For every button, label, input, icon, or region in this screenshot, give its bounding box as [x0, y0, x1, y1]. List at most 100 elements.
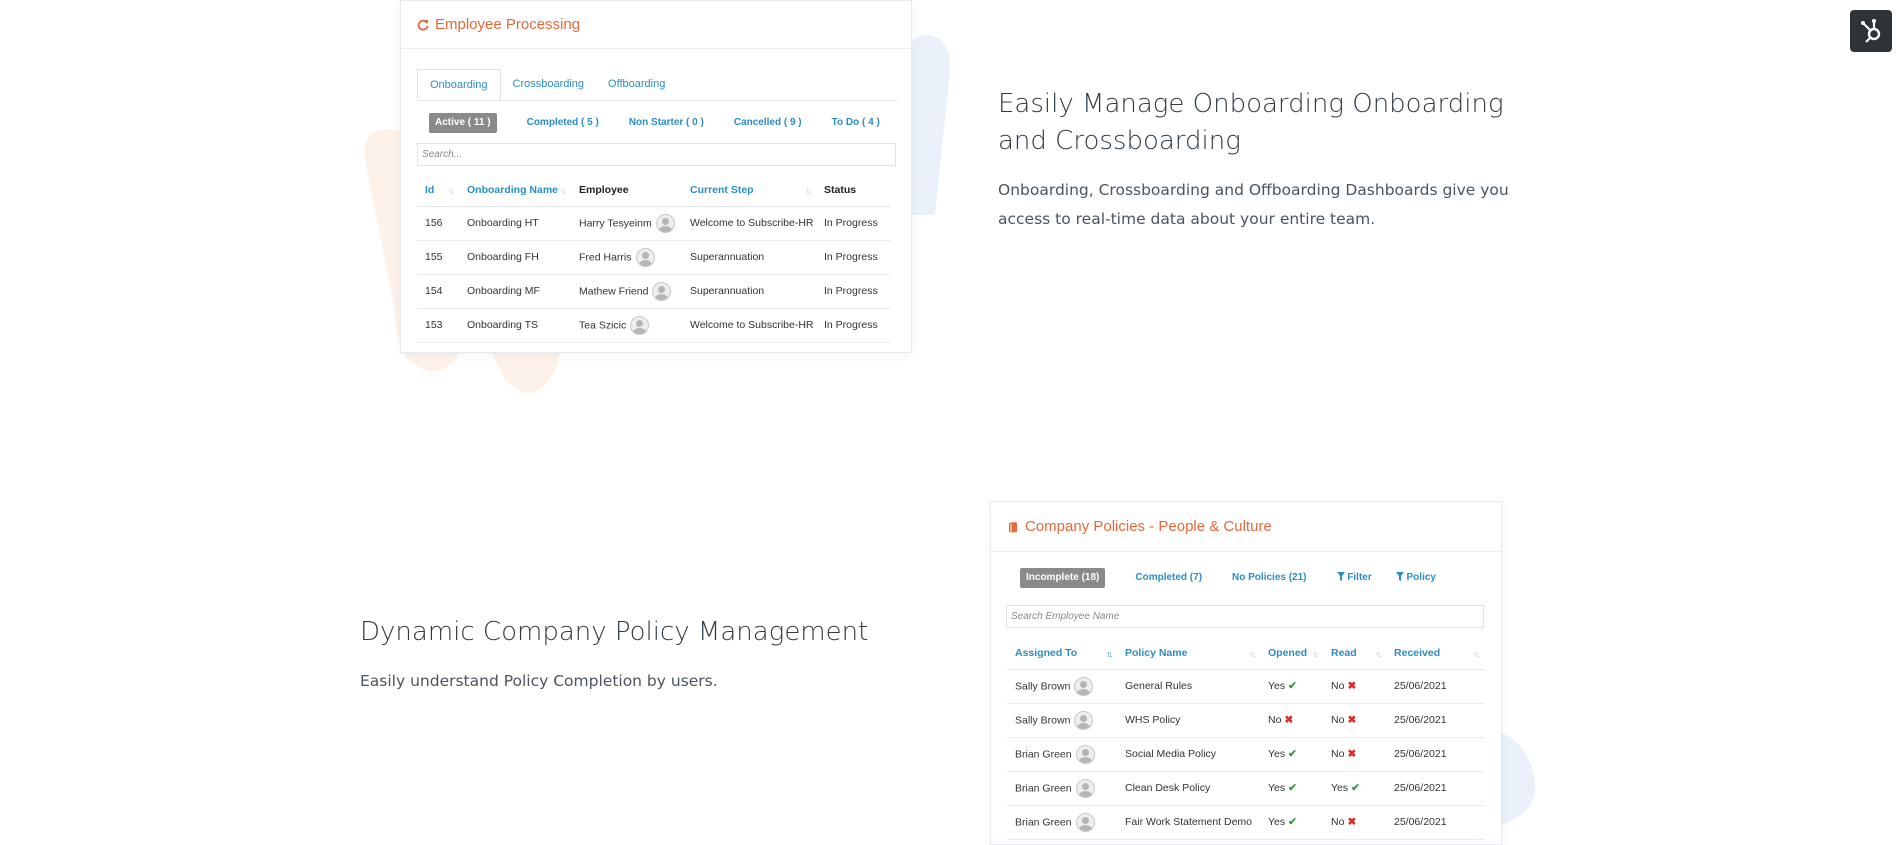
- filter-completed[interactable]: Completed (7): [1135, 572, 1203, 583]
- tab-offboarding[interactable]: Offboarding: [608, 78, 666, 90]
- column-id[interactable]: Id ↑↓: [417, 175, 459, 207]
- book-icon: [1009, 521, 1017, 532]
- avatar: [1075, 744, 1095, 764]
- cross-icon: ✖: [1347, 714, 1357, 726]
- section-text-policy: Easily understand Policy Completion by u…: [360, 672, 718, 690]
- filter-active[interactable]: Active ( 11 ): [429, 113, 497, 133]
- cell-read: No ✖: [1323, 737, 1386, 772]
- filter-no-policies[interactable]: No Policies (21): [1232, 572, 1307, 583]
- check-icon: ✔: [1288, 748, 1297, 760]
- cell-step: Welcome to Subscribe-HR: [682, 308, 816, 343]
- avatar: [1075, 812, 1095, 832]
- cell-read: No ✖: [1323, 669, 1386, 704]
- card-title: Employee Processing: [435, 16, 581, 33]
- table-row[interactable]: Brian Green Clean Desk Policy Yes ✔ Yes ✔ 25/0…: [1007, 771, 1484, 806]
- cell-name: Onboarding MF: [459, 274, 571, 309]
- column-current-step[interactable]: Current Step ↑↓: [682, 175, 816, 207]
- column-read[interactable]: Read ↑↓: [1323, 638, 1386, 670]
- avatar: [1075, 778, 1095, 798]
- status-badge: In Progress: [816, 206, 891, 241]
- cell-assigned-to: Sally Brown: [1007, 669, 1117, 704]
- cell-name: Onboarding HT: [459, 206, 571, 241]
- filter-non-starter[interactable]: Non Starter ( 0 ): [628, 117, 704, 128]
- hubspot-icon: [1861, 19, 1881, 43]
- filter-completed[interactable]: Completed ( 5 ): [526, 117, 599, 128]
- policy-filters: Incomplete (18) Completed (7) No Policie…: [1020, 568, 1466, 588]
- cross-icon: ✖: [1347, 680, 1357, 692]
- section-heading-policy: Dynamic Company Policy Management: [360, 617, 869, 647]
- filter-incomplete[interactable]: Incomplete (18): [1020, 568, 1106, 588]
- table-row[interactable]: 156 Onboarding HT Harry Tesyeinm Welcome…: [417, 206, 891, 241]
- hubspot-widget[interactable]: [1850, 10, 1892, 52]
- cell-assigned-to: Brian Green: [1007, 771, 1117, 806]
- cell-assigned-to: Brian Green: [1007, 737, 1117, 772]
- check-icon: ✔: [1288, 680, 1297, 692]
- filter-cancelled[interactable]: Cancelled ( 9 ): [733, 117, 802, 128]
- table-row[interactable]: 153 Onboarding TS Tea Szicic Welcome to …: [417, 308, 891, 343]
- employee-processing-card: Employee Processing Onboarding Crossboar…: [400, 0, 912, 353]
- sort-icon: ↑↓: [1249, 649, 1256, 659]
- policy-link[interactable]: Fair Work Statement Demo: [1117, 805, 1260, 840]
- filter-to-do[interactable]: To Do ( 4 ): [831, 117, 880, 128]
- sort-icon: ↑↓: [1473, 649, 1480, 659]
- table-row[interactable]: Sally Brown WHS Policy No ✖ No ✖ 25/06/2021: [1007, 703, 1484, 738]
- search-input[interactable]: Search...: [417, 143, 896, 166]
- avatar: [1074, 710, 1094, 730]
- cell-received: 25/06/2021: [1386, 703, 1484, 738]
- filter-icon: [1336, 572, 1345, 581]
- check-icon: ✔: [1288, 782, 1297, 794]
- sort-icon: ↑↓: [805, 186, 812, 196]
- policy-link[interactable]: Clean Desk Policy: [1117, 771, 1260, 806]
- filter-button[interactable]: Filter: [1336, 568, 1372, 588]
- policies-table: Assigned To ↑↓ Policy Name ↑↓ Opened ↑↓ Rea…: [1007, 638, 1484, 840]
- cell-received: 25/06/2021: [1386, 805, 1484, 840]
- column-onboarding-name[interactable]: Onboarding Name ↑↓: [459, 175, 571, 207]
- column-policy-name[interactable]: Policy Name ↑↓: [1117, 638, 1260, 670]
- section-text-onboarding: Onboarding, Crossboarding and Offboardin…: [998, 181, 1509, 228]
- card-header: Company Policies - People & Culture: [991, 502, 1501, 552]
- sort-icon: ↑↓: [1312, 649, 1319, 659]
- cross-icon: ✖: [1347, 816, 1357, 828]
- card-header: Employee Processing: [401, 1, 911, 49]
- cell-employee: Mathew Friend: [571, 274, 682, 309]
- status-badge: In Progress: [816, 274, 891, 309]
- table-row[interactable]: Brian Green Fair Work Statement Demo Yes ✔ N…: [1007, 805, 1484, 840]
- cell-step: Superannuation: [682, 240, 816, 275]
- cell-assigned-to: Brian Green: [1007, 805, 1117, 840]
- column-received[interactable]: Received ↑↓: [1386, 638, 1484, 670]
- table-header-row: Id ↑↓ Onboarding Name ↑↓ Employee Current …: [417, 175, 891, 207]
- sort-icon: ↑↓: [560, 186, 567, 196]
- cell-opened: Yes ✔: [1260, 805, 1323, 840]
- cross-icon: ✖: [1347, 748, 1357, 760]
- cell-opened: Yes ✔: [1260, 669, 1323, 704]
- policy-button[interactable]: Policy: [1395, 568, 1436, 588]
- cell-id: 156: [417, 206, 459, 241]
- status-badge: In Progress: [816, 240, 891, 275]
- table-row[interactable]: 154 Onboarding MF Mathew Friend Superann…: [417, 274, 891, 309]
- policy-link[interactable]: Social Media Policy: [1117, 737, 1260, 772]
- cell-opened: No ✖: [1260, 703, 1323, 738]
- avatar: [1074, 676, 1094, 696]
- search-employee-input[interactable]: Search Employee Name: [1006, 605, 1484, 628]
- table-row[interactable]: Brian Green Social Media Policy Yes ✔ No ✖ 25/…: [1007, 737, 1484, 772]
- cell-step: Superannuation: [682, 274, 816, 309]
- cell-id: 155: [417, 240, 459, 275]
- policy-link[interactable]: General Rules: [1117, 669, 1260, 704]
- status-filters: Active ( 11 ) Completed ( 5 ) Non Starte…: [429, 113, 910, 133]
- tab-crossboarding[interactable]: Crossboarding: [512, 78, 585, 90]
- cell-employee: Tea Szicic: [571, 308, 682, 343]
- table-row[interactable]: Sally Brown General Rules Yes ✔ No ✖ 25/06/202…: [1007, 669, 1484, 704]
- section-heading-onboarding: Easily Manage Onboarding Onboarding and …: [998, 89, 1504, 156]
- policy-link[interactable]: WHS Policy: [1117, 703, 1260, 738]
- cell-opened: Yes ✔: [1260, 737, 1323, 772]
- table-row[interactable]: 155 Onboarding FH Fred Harris Superannua…: [417, 240, 891, 275]
- tab-onboarding[interactable]: Onboarding: [417, 69, 501, 100]
- check-icon: ✔: [1351, 782, 1360, 794]
- status-badge: In Progress: [816, 308, 891, 343]
- cell-read: No ✖: [1323, 805, 1386, 840]
- cell-step: Welcome to Subscribe-HR: [682, 206, 816, 241]
- avatar: [635, 247, 655, 267]
- filter-icon: [1395, 572, 1404, 581]
- column-assigned-to[interactable]: Assigned To ↑↓: [1007, 638, 1117, 670]
- column-opened[interactable]: Opened ↑↓: [1260, 638, 1323, 670]
